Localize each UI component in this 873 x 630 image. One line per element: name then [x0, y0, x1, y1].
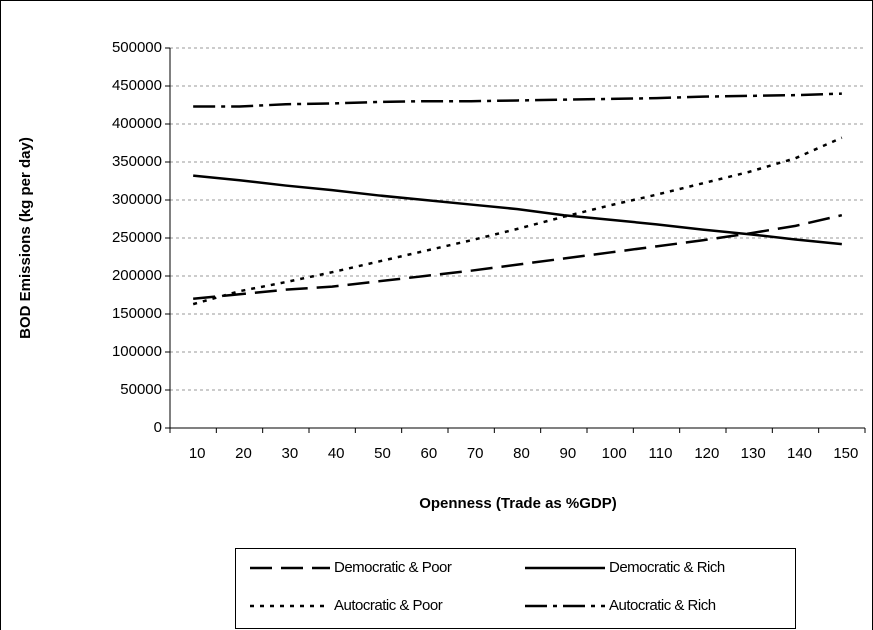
x-tick-label: 100 — [602, 445, 627, 462]
x-tick-label: 140 — [787, 445, 812, 462]
x-tick-label: 80 — [513, 445, 530, 462]
x-axis-title: Openness (Trade as %GDP) — [419, 495, 617, 512]
y-tick-label: 100000 — [112, 343, 162, 360]
x-tick-label: 20 — [235, 445, 252, 462]
x-tick-label: 30 — [281, 445, 298, 462]
legend-label: Democratic & Poor — [334, 559, 452, 576]
legend-label: Democratic & Rich — [609, 559, 725, 576]
y-tick-label: 200000 — [112, 267, 162, 284]
x-tick-label: 120 — [694, 445, 719, 462]
y-tick-label: 500000 — [112, 39, 162, 56]
legend-box — [235, 548, 796, 629]
y-axis-title: BOD Emissions (kg per day) — [17, 137, 34, 339]
y-tick-label: 250000 — [112, 229, 162, 246]
x-tick-label: 110 — [649, 445, 673, 462]
series-line — [192, 136, 843, 306]
series-line — [193, 213, 843, 301]
x-tick-label: 150 — [833, 445, 858, 462]
series-line — [193, 92, 842, 108]
y-tick-label: 150000 — [112, 305, 162, 322]
x-tick-label: 60 — [420, 445, 437, 462]
y-tick-label: 300000 — [112, 191, 162, 208]
legend-label: Autocratic & Poor — [334, 597, 443, 614]
x-tick-label: 10 — [189, 445, 206, 462]
x-tick-label: 90 — [559, 445, 576, 462]
y-tick-label: 350000 — [112, 153, 162, 170]
series-line — [193, 174, 842, 246]
x-tick-label: 40 — [328, 445, 345, 462]
y-tick-label: 0 — [154, 419, 162, 436]
legend-label: Autocratic & Rich — [609, 597, 716, 614]
x-tick-label: 130 — [741, 445, 766, 462]
x-tick-label: 50 — [374, 445, 391, 462]
y-tick-label: 400000 — [112, 115, 162, 132]
y-tick-label: 450000 — [112, 77, 162, 94]
y-tick-label: 50000 — [120, 381, 162, 398]
x-tick-label: 70 — [467, 445, 484, 462]
